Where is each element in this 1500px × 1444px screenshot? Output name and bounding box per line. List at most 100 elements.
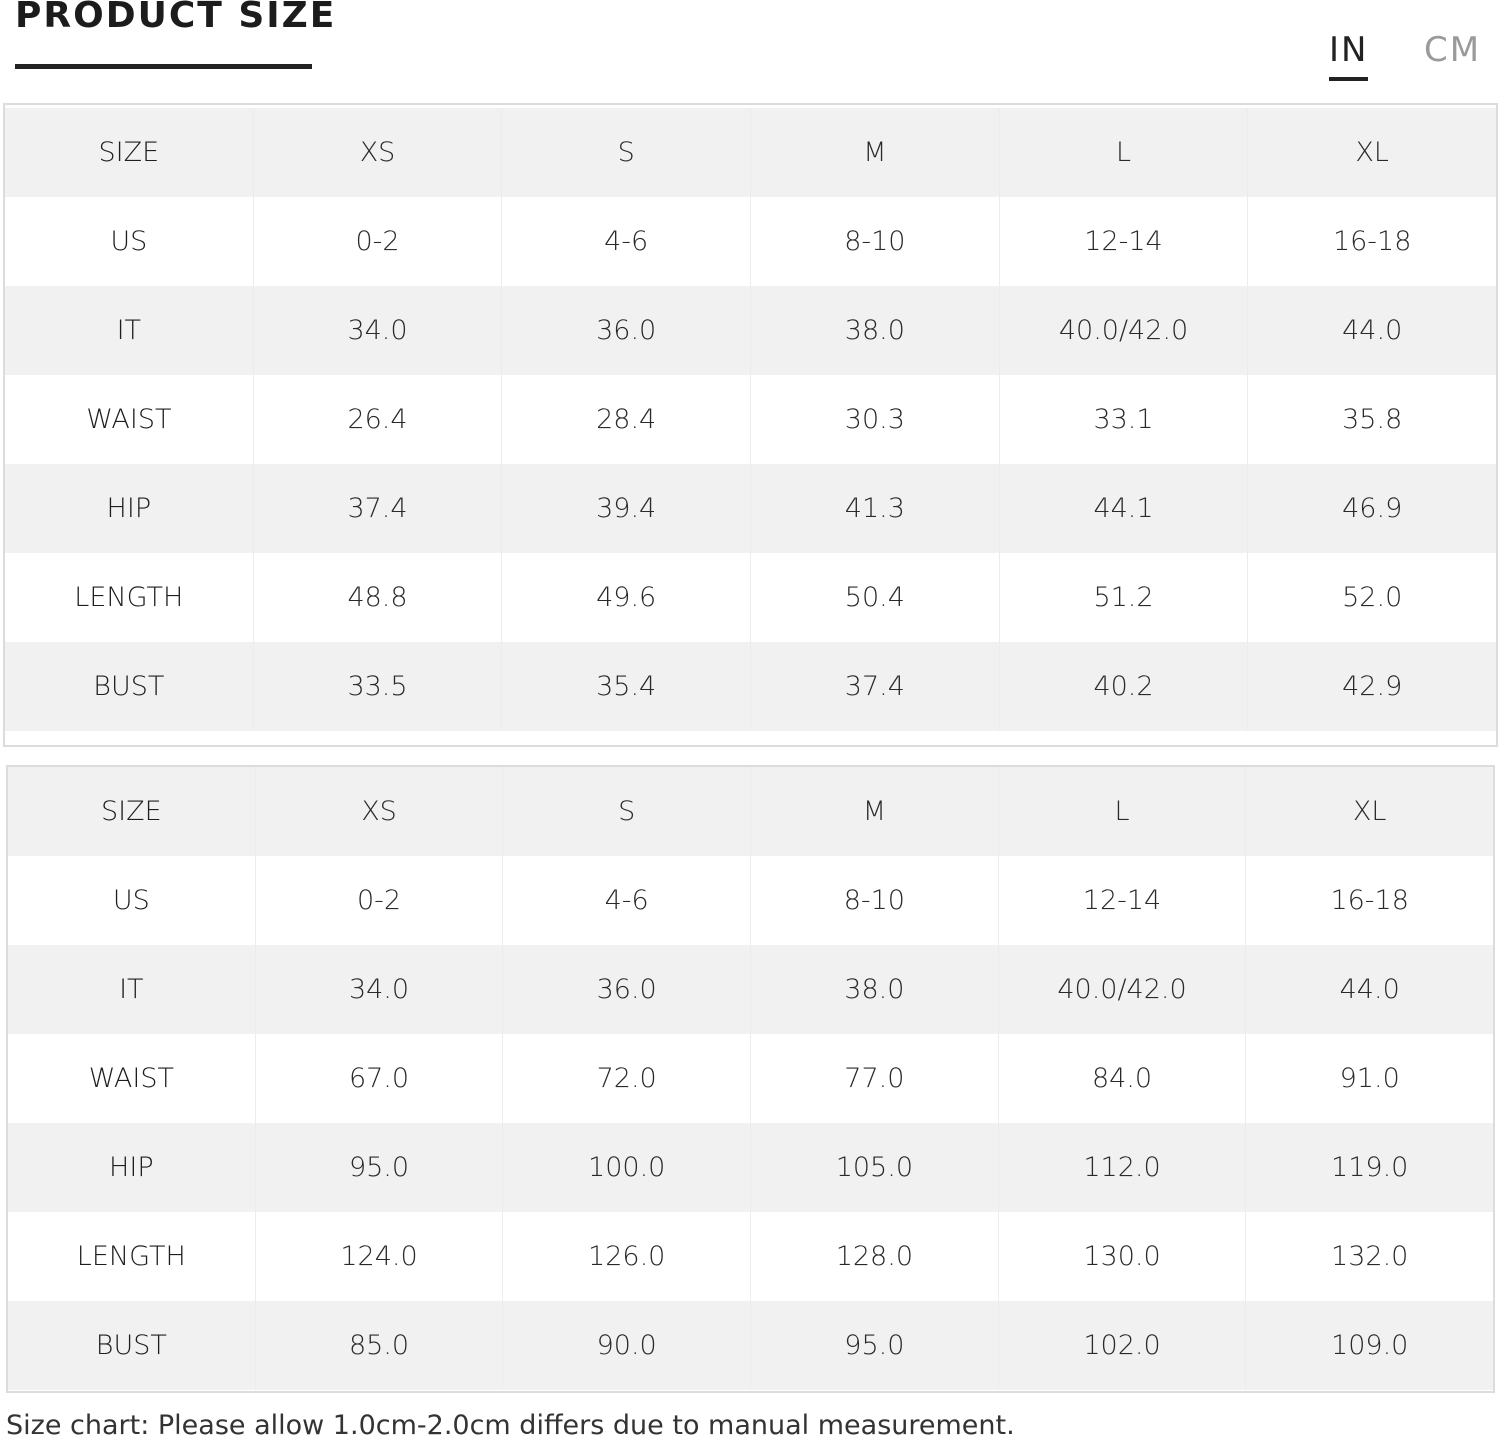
title-underline bbox=[15, 64, 312, 69]
row-label: IT bbox=[8, 945, 256, 1034]
table-row: IT 34.0 36.0 38.0 40.0/42.0 44.0 bbox=[5, 286, 1496, 375]
table-header-row: SIZE XS S M L XL bbox=[5, 108, 1496, 197]
table-cell: 16-18 bbox=[1332, 226, 1412, 257]
table-cell: 37.4 bbox=[751, 642, 1000, 731]
table-row: WAIST 67.0 72.0 77.0 84.0 91.0 bbox=[8, 1034, 1493, 1123]
table-cell: 34.0 bbox=[256, 945, 504, 1034]
table-cell: 36.0 bbox=[502, 286, 752, 375]
table-cell: 26.4 bbox=[254, 375, 503, 464]
tab-unit-cm[interactable]: CM bbox=[1424, 30, 1482, 70]
table-cell: 39.4 bbox=[502, 464, 752, 553]
size-table-centimeters: SIZE XS S M L XL US 0-2 4-6 8-10 12-14 16-18 IT 34.0 3… bbox=[6, 765, 1495, 1393]
table-cell: 67.0 bbox=[256, 1034, 504, 1123]
table-cell: 105.0 bbox=[751, 1123, 999, 1212]
table-cell: 72.0 bbox=[503, 1034, 752, 1123]
table-cell: 44.1 bbox=[1000, 464, 1249, 553]
table-cell: 42.9 bbox=[1342, 671, 1403, 702]
row-label: HIP bbox=[8, 1123, 256, 1212]
table-cell: 84.0 bbox=[999, 1034, 1247, 1123]
table-cell: 128.0 bbox=[751, 1212, 999, 1301]
row-label: BUST bbox=[5, 642, 254, 731]
column-header: SIZE bbox=[5, 108, 254, 197]
table-cell: 46.9 bbox=[1342, 493, 1403, 524]
table-cell: 95.0 bbox=[256, 1123, 504, 1212]
table-cell: 0-2 bbox=[256, 856, 504, 945]
table-cell: 0-2 bbox=[254, 197, 503, 286]
column-header: S bbox=[502, 108, 752, 197]
page-title: PRODUCT SIZE bbox=[15, 0, 337, 36]
table-row: WAIST 26.4 28.4 30.3 33.1 35.8 bbox=[5, 375, 1496, 464]
table-cell: 16-18 bbox=[1330, 885, 1409, 916]
table-cell: 33.5 bbox=[254, 642, 503, 731]
table-cell: 4-6 bbox=[503, 856, 752, 945]
row-label: WAIST bbox=[5, 375, 254, 464]
table-cell: 44.0 bbox=[1342, 315, 1403, 346]
row-label: BUST bbox=[8, 1301, 256, 1390]
column-header: S bbox=[503, 767, 752, 856]
table-cell: 130.0 bbox=[999, 1212, 1247, 1301]
table-cell: 126.0 bbox=[503, 1212, 752, 1301]
table-cell: 37.4 bbox=[254, 464, 503, 553]
table-cell: 77.0 bbox=[751, 1034, 999, 1123]
row-label: HIP bbox=[5, 464, 254, 553]
row-label: US bbox=[8, 856, 256, 945]
table-row: HIP 95.0 100.0 105.0 112.0 119.0 bbox=[8, 1123, 1493, 1212]
column-header: XL bbox=[1352, 796, 1387, 827]
table-row: US 0-2 4-6 8-10 12-14 16-18 bbox=[5, 197, 1496, 286]
table-cell: 124.0 bbox=[256, 1212, 504, 1301]
table-cell: 48.8 bbox=[254, 553, 503, 642]
table-cell: 85.0 bbox=[256, 1301, 504, 1390]
table-cell: 51.2 bbox=[1000, 553, 1249, 642]
tab-unit-in[interactable]: IN bbox=[1329, 30, 1369, 81]
table-row: IT 34.0 36.0 38.0 40.0/42.0 44.0 bbox=[8, 945, 1493, 1034]
row-label: WAIST bbox=[8, 1034, 256, 1123]
table-cell: 49.6 bbox=[502, 553, 752, 642]
table-header-row: SIZE XS S M L XL bbox=[8, 767, 1493, 856]
table-row: HIP 37.4 39.4 41.3 44.1 46.9 bbox=[5, 464, 1496, 553]
table-cell: 35.8 bbox=[1342, 404, 1403, 435]
table-cell: 40.2 bbox=[1000, 642, 1249, 731]
row-label: US bbox=[5, 197, 254, 286]
column-header: M bbox=[751, 767, 999, 856]
column-header: XS bbox=[256, 767, 504, 856]
row-label: LENGTH bbox=[8, 1212, 256, 1301]
table-cell: 41.3 bbox=[751, 464, 1000, 553]
size-table-inches: SIZE XS S M L XL US 0-2 4-6 8-10 12-14 16-18 IT 34.0 3… bbox=[3, 103, 1498, 747]
table-cell: 12-14 bbox=[999, 856, 1247, 945]
table-cell: 40.0/42.0 bbox=[999, 945, 1247, 1034]
table-cell: 36.0 bbox=[503, 945, 752, 1034]
table-row: US 0-2 4-6 8-10 12-14 16-18 bbox=[8, 856, 1493, 945]
table-cell: 34.0 bbox=[254, 286, 503, 375]
table-cell: 119.0 bbox=[1331, 1152, 1409, 1183]
table-cell: 95.0 bbox=[751, 1301, 999, 1390]
table-cell: 38.0 bbox=[751, 945, 999, 1034]
row-label: LENGTH bbox=[5, 553, 254, 642]
column-header: L bbox=[1000, 108, 1249, 197]
table-cell: 12-14 bbox=[1000, 197, 1249, 286]
table-row: LENGTH 124.0 126.0 128.0 130.0 132.0 bbox=[8, 1212, 1493, 1301]
table-cell: 132.0 bbox=[1331, 1241, 1409, 1272]
table-cell: 100.0 bbox=[503, 1123, 752, 1212]
table-cell: 38.0 bbox=[751, 286, 1000, 375]
column-header: L bbox=[999, 767, 1247, 856]
table-cell: 4-6 bbox=[502, 197, 752, 286]
table-cell: 109.0 bbox=[1331, 1330, 1409, 1361]
row-label: IT bbox=[5, 286, 254, 375]
table-row: BUST 33.5 35.4 37.4 40.2 42.9 bbox=[5, 642, 1496, 731]
table-cell: 30.3 bbox=[751, 375, 1000, 464]
table-cell: 90.0 bbox=[503, 1301, 752, 1390]
table-cell: 52.0 bbox=[1342, 582, 1403, 613]
table-row: BUST 85.0 90.0 95.0 102.0 109.0 bbox=[8, 1301, 1493, 1390]
table-cell: 91.0 bbox=[1339, 1063, 1400, 1094]
table-cell: 28.4 bbox=[502, 375, 752, 464]
table-cell: 44.0 bbox=[1339, 974, 1400, 1005]
table-row: LENGTH 48.8 49.6 50.4 51.2 52.0 bbox=[5, 553, 1496, 642]
table-cell: 50.4 bbox=[751, 553, 1000, 642]
table-cell: 8-10 bbox=[751, 197, 1000, 286]
table-cell: 40.0/42.0 bbox=[1000, 286, 1249, 375]
unit-toggle: IN CM bbox=[1300, 28, 1500, 84]
table-cell: 33.1 bbox=[1000, 375, 1249, 464]
table-cell: 102.0 bbox=[999, 1301, 1247, 1390]
table-cell: 8-10 bbox=[751, 856, 999, 945]
table-cell: 35.4 bbox=[502, 642, 752, 731]
